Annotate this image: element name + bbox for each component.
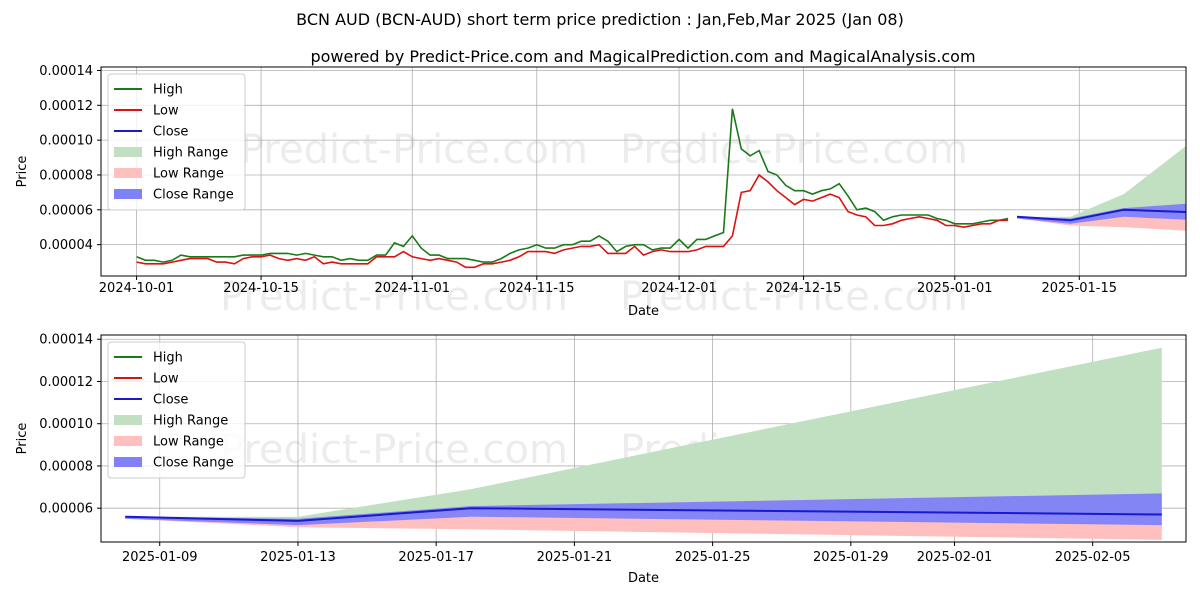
x-tick-label: 2025-01-13 xyxy=(260,550,336,565)
chart-title: BCN AUD (BCN-AUD) short term price predi… xyxy=(296,10,904,29)
high-range-band xyxy=(1017,146,1186,221)
legend-label: High xyxy=(153,351,183,366)
legend-label: Low Range xyxy=(153,167,224,182)
y-tick-label: 0.00008 xyxy=(39,459,93,474)
legend-swatch xyxy=(114,415,142,425)
legend-label: Close xyxy=(153,125,188,140)
x-tick-label: 2025-02-05 xyxy=(1055,550,1131,565)
legend-label: Close xyxy=(153,393,188,408)
watermark: Predict-Price.com xyxy=(620,127,968,173)
plot-area xyxy=(136,108,1186,269)
x-tick-label: 2025-01-17 xyxy=(398,550,474,565)
y-tick-label: 0.00014 xyxy=(39,64,93,79)
watermark: Predict-Price.com xyxy=(240,127,588,173)
x-tick-label: 2024-11-01 xyxy=(374,281,450,296)
legend: High Low Close High Range Low Range Close Ran… xyxy=(107,341,246,479)
legend-swatch xyxy=(114,147,142,157)
y-axis-label: Price xyxy=(15,156,30,188)
legend-label: High Range xyxy=(153,146,228,161)
x-tick-label: 2025-01-21 xyxy=(537,550,613,565)
y-tick-label: 0.00008 xyxy=(39,168,93,183)
x-tick-label: 2025-02-01 xyxy=(917,550,993,565)
legend-swatch xyxy=(114,168,142,178)
axes-frame xyxy=(100,66,1187,277)
x-axis-label: Date xyxy=(628,304,659,319)
close-line xyxy=(1016,208,1186,222)
y-tick-label: 0.00012 xyxy=(39,99,93,114)
legend-label: Low Range xyxy=(153,435,224,450)
x-tick-label: 2024-12-15 xyxy=(766,281,842,296)
legend-box xyxy=(107,73,246,211)
x-tick-label: 2024-10-01 xyxy=(99,281,175,296)
low-range-band xyxy=(1017,216,1186,231)
x-tick-label: 2024-10-15 xyxy=(223,281,299,296)
x-tick-label: 2025-01-29 xyxy=(813,550,889,565)
legend-swatch xyxy=(114,436,142,446)
watermark: Predict-Price.com xyxy=(620,274,968,320)
legend-label: High Range xyxy=(153,414,228,429)
legend-box xyxy=(107,341,246,479)
y-tick-label: 0.00014 xyxy=(39,333,93,348)
watermark: Predict-Price.com xyxy=(220,274,568,320)
low-range-band xyxy=(125,516,1162,540)
y-axis-label: Price xyxy=(15,423,30,455)
y-tick-label: 0.00010 xyxy=(39,417,93,432)
x-tick-label: 2025-01-09 xyxy=(122,550,198,565)
high-range-band xyxy=(125,347,1162,521)
x-tick-label: 2025-01-01 xyxy=(917,281,993,296)
x-tick-label: 2024-11-15 xyxy=(499,281,575,296)
legend: High Low Close High Range Low Range Close Ran… xyxy=(107,73,246,211)
y-tick-label: 0.00006 xyxy=(39,203,93,218)
x-tick-label: 2024-12-01 xyxy=(641,281,717,296)
y-tick-label: 0.00004 xyxy=(39,238,93,253)
top-chart-panel: Predict-Price.com Predict-Price.com Predic… xyxy=(15,64,1187,320)
x-tick-label: 2025-01-15 xyxy=(1041,281,1117,296)
legend-swatch xyxy=(114,189,142,199)
x-tick-label: 2025-01-25 xyxy=(675,550,751,565)
x-axis-label: Date xyxy=(628,571,659,586)
low-line xyxy=(136,173,1009,269)
high-line xyxy=(136,108,1009,263)
legend-label: Close Range xyxy=(153,456,234,471)
legend-swatch xyxy=(114,457,142,467)
close-line xyxy=(125,507,1162,522)
bottom-chart-panel: Predict-Price.comPredict-Price.com2025-0… xyxy=(15,333,1187,586)
watermark: Predict-Price.com xyxy=(220,427,568,473)
axes-frame xyxy=(100,334,1187,543)
legend-label: High xyxy=(153,83,183,98)
y-tick-label: 0.00012 xyxy=(39,375,93,390)
legend-label: Low xyxy=(153,104,179,119)
legend-label: Low xyxy=(153,372,179,387)
chart-subtitle: powered by Predict-Price.com and Magical… xyxy=(310,47,975,66)
y-tick-label: 0.00010 xyxy=(39,134,93,149)
y-tick-label: 0.00006 xyxy=(39,502,93,517)
plot-area xyxy=(125,347,1162,540)
legend-label: Close Range xyxy=(153,188,234,203)
